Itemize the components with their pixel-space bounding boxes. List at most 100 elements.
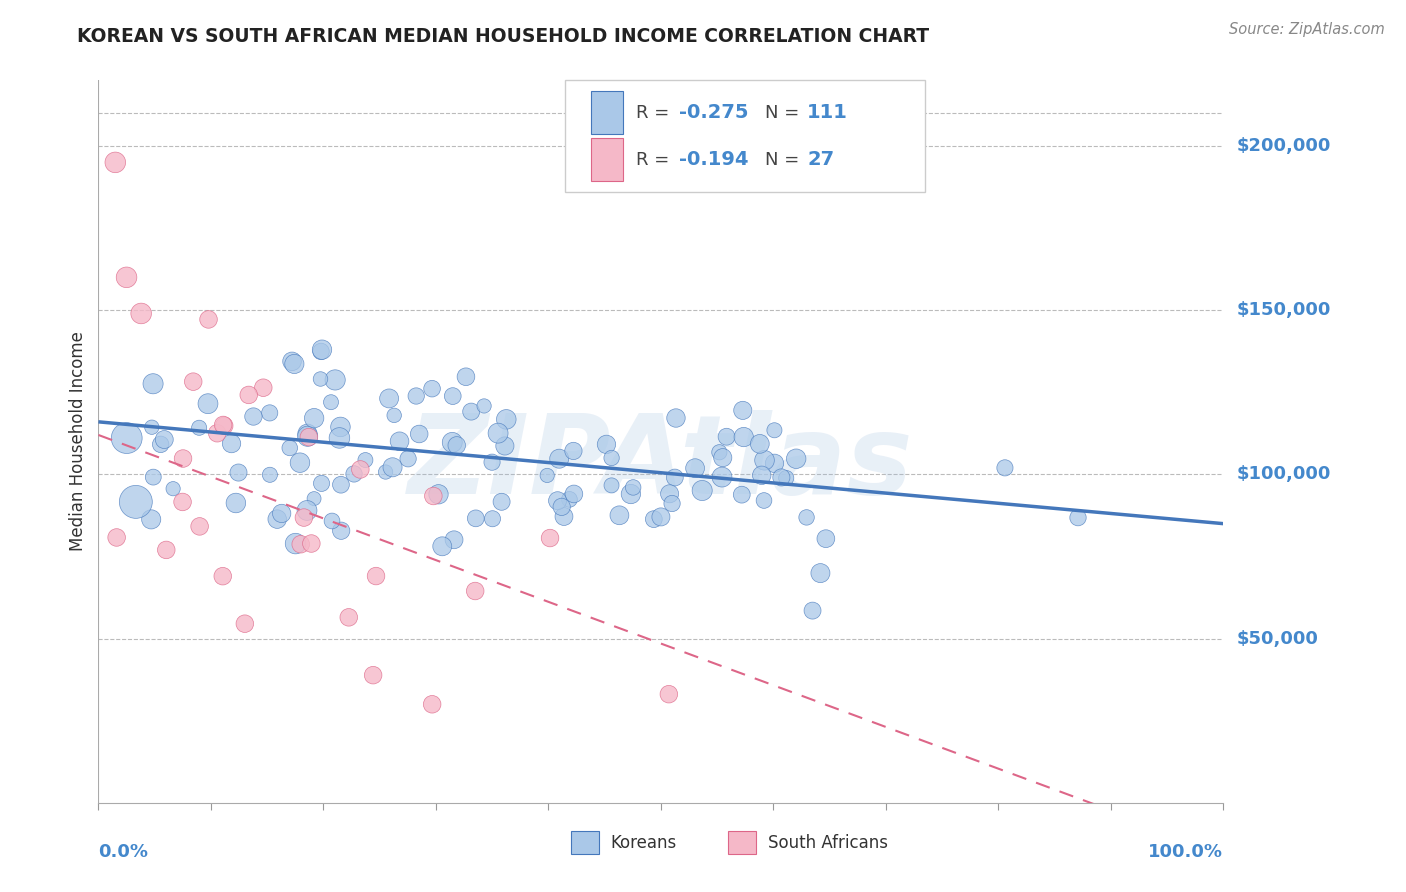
- Point: [432, 539, 454, 553]
- Point: [211, 569, 233, 583]
- Point: [129, 306, 152, 320]
- Point: [309, 372, 332, 386]
- Text: Koreans: Koreans: [610, 833, 676, 852]
- Point: [770, 470, 793, 484]
- Point: [683, 461, 706, 475]
- Point: [212, 417, 235, 432]
- Text: ZIPAtlas: ZIPAtlas: [408, 409, 914, 516]
- Point: [337, 610, 360, 624]
- Point: [172, 451, 194, 466]
- Point: [814, 532, 837, 546]
- Point: [748, 437, 770, 451]
- Point: [292, 510, 315, 524]
- Point: [330, 524, 353, 538]
- Point: [225, 496, 247, 510]
- Point: [658, 487, 681, 501]
- Point: [329, 420, 352, 434]
- Point: [238, 388, 260, 402]
- Point: [621, 480, 644, 494]
- Point: [328, 431, 350, 445]
- Point: [751, 468, 773, 483]
- Point: [297, 426, 319, 441]
- Text: -0.194: -0.194: [679, 150, 748, 169]
- Point: [460, 404, 482, 418]
- Point: [105, 531, 128, 545]
- Point: [427, 487, 450, 501]
- Point: [309, 344, 332, 359]
- Point: [233, 616, 256, 631]
- Point: [252, 381, 274, 395]
- FancyBboxPatch shape: [728, 831, 756, 855]
- Point: [711, 450, 734, 465]
- Point: [785, 451, 807, 466]
- Point: [288, 456, 311, 470]
- Point: [125, 495, 148, 509]
- Point: [716, 430, 738, 444]
- Point: [600, 450, 623, 465]
- Point: [536, 468, 558, 483]
- Point: [302, 411, 325, 425]
- Point: [454, 369, 477, 384]
- Point: [270, 507, 292, 521]
- Point: [553, 509, 575, 524]
- Point: [558, 492, 581, 507]
- Point: [796, 510, 818, 524]
- Point: [197, 397, 219, 411]
- Point: [228, 466, 250, 480]
- Point: [188, 421, 211, 435]
- Point: [259, 467, 281, 482]
- Point: [374, 465, 396, 479]
- Point: [388, 434, 411, 449]
- Point: [396, 451, 419, 466]
- Point: [361, 668, 384, 682]
- Text: KOREAN VS SOUTH AFRICAN MEDIAN HOUSEHOLD INCOME CORRELATION CHART: KOREAN VS SOUTH AFRICAN MEDIAN HOUSEHOLD…: [77, 27, 929, 45]
- Point: [298, 430, 321, 444]
- Point: [595, 437, 617, 451]
- Point: [319, 395, 342, 409]
- Point: [212, 418, 235, 433]
- Point: [446, 438, 468, 452]
- Point: [420, 698, 443, 712]
- Point: [441, 389, 464, 403]
- FancyBboxPatch shape: [591, 138, 623, 181]
- Point: [299, 536, 322, 550]
- Text: South Africans: South Africans: [768, 833, 887, 852]
- Point: [311, 476, 333, 491]
- Point: [801, 604, 824, 618]
- Point: [481, 455, 503, 469]
- Text: N =: N =: [765, 151, 806, 169]
- Point: [162, 482, 184, 496]
- Point: [181, 375, 204, 389]
- Point: [775, 471, 797, 485]
- Point: [142, 470, 165, 484]
- Point: [733, 430, 755, 444]
- Point: [643, 512, 665, 526]
- Point: [763, 456, 786, 470]
- Point: [115, 270, 138, 285]
- Point: [650, 509, 672, 524]
- Point: [381, 460, 404, 475]
- Point: [343, 467, 366, 481]
- FancyBboxPatch shape: [571, 831, 599, 855]
- Y-axis label: Median Household Income: Median Household Income: [69, 332, 87, 551]
- Point: [284, 536, 307, 550]
- Text: 100.0%: 100.0%: [1149, 843, 1223, 861]
- Point: [752, 493, 775, 508]
- Point: [609, 508, 631, 523]
- Text: $150,000: $150,000: [1237, 301, 1331, 319]
- Point: [658, 687, 681, 701]
- FancyBboxPatch shape: [591, 91, 623, 135]
- Point: [259, 406, 281, 420]
- Point: [486, 426, 509, 441]
- Point: [142, 376, 165, 391]
- Text: R =: R =: [636, 103, 675, 122]
- Point: [349, 462, 371, 476]
- Point: [754, 453, 776, 467]
- Point: [661, 496, 683, 510]
- Point: [311, 343, 333, 357]
- Point: [405, 389, 427, 403]
- Point: [141, 420, 163, 434]
- Point: [562, 487, 585, 501]
- Point: [665, 411, 688, 425]
- Point: [547, 493, 569, 508]
